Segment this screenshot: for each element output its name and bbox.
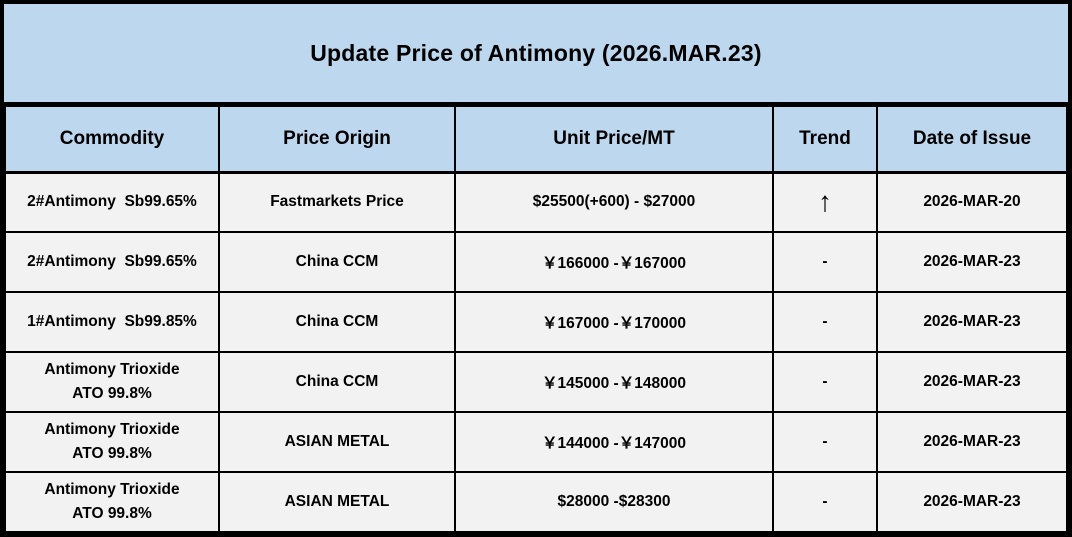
table-row: 1#Antimony Sb99.85% China CCM ￥167000 -￥… — [4, 291, 1068, 353]
commodity-cell: Antimony Trioxide ATO 99.8% — [4, 411, 220, 473]
date-of-issue-cell: 2026-MAR-23 — [876, 231, 1068, 293]
price-origin-cell: ASIAN METAL — [218, 471, 456, 533]
column-header-trend: Trend — [772, 105, 878, 174]
date-of-issue-cell: 2026-MAR-20 — [876, 171, 1068, 233]
unit-price-cell: $28000 -$28300 — [454, 471, 774, 533]
trend-cell: - — [772, 351, 878, 413]
table-row: Antimony Trioxide ATO 99.8% ASIAN METAL … — [4, 411, 1068, 473]
commodity-cell: Antimony Trioxide ATO 99.8% — [4, 471, 220, 533]
unit-price-cell: ￥144000 -￥147000 — [454, 411, 774, 473]
table-header-row: Commodity Price Origin Unit Price/MT Tre… — [4, 105, 1068, 174]
price-table: Commodity Price Origin Unit Price/MT Tre… — [4, 105, 1068, 533]
trend-cell: ↑ — [772, 171, 878, 233]
column-header-commodity: Commodity — [4, 105, 220, 174]
table-row: 2#Antimony Sb99.65% China CCM ￥166000 -￥… — [4, 231, 1068, 293]
unit-price-cell: ￥166000 -￥167000 — [454, 231, 774, 293]
commodity-cell: 2#Antimony Sb99.65% — [4, 231, 220, 293]
column-header-price-origin: Price Origin — [218, 105, 456, 174]
table-row: 2#Antimony Sb99.65% Fastmarkets Price $2… — [4, 171, 1068, 233]
trend-cell: - — [772, 471, 878, 533]
date-of-issue-cell: 2026-MAR-23 — [876, 471, 1068, 533]
commodity-cell: 2#Antimony Sb99.65% — [4, 171, 220, 233]
price-origin-cell: ASIAN METAL — [218, 411, 456, 473]
price-origin-cell: Fastmarkets Price — [218, 171, 456, 233]
date-of-issue-cell: 2026-MAR-23 — [876, 351, 1068, 413]
commodity-cell: Antimony Trioxide ATO 99.8% — [4, 351, 220, 413]
trend-cell: - — [772, 231, 878, 293]
column-header-unit-price: Unit Price/MT — [454, 105, 774, 174]
trend-cell: - — [772, 411, 878, 473]
price-origin-cell: China CCM — [218, 291, 456, 353]
price-origin-cell: China CCM — [218, 231, 456, 293]
unit-price-cell: $25500(+600) - $27000 — [454, 171, 774, 233]
date-of-issue-cell: 2026-MAR-23 — [876, 411, 1068, 473]
column-header-date-of-issue: Date of Issue — [876, 105, 1068, 174]
table-row: Antimony Trioxide ATO 99.8% China CCM ￥1… — [4, 351, 1068, 413]
trend-cell: - — [772, 291, 878, 353]
price-origin-cell: China CCM — [218, 351, 456, 413]
unit-price-cell: ￥167000 -￥170000 — [454, 291, 774, 353]
page-title: Update Price of Antimony (2026.MAR.23) — [310, 39, 762, 66]
table-row: Antimony Trioxide ATO 99.8% ASIAN METAL … — [4, 471, 1068, 533]
title-bar: Update Price of Antimony (2026.MAR.23) — [4, 4, 1068, 105]
date-of-issue-cell: 2026-MAR-23 — [876, 291, 1068, 353]
commodity-cell: 1#Antimony Sb99.85% — [4, 291, 220, 353]
unit-price-cell: ￥145000 -￥148000 — [454, 351, 774, 413]
